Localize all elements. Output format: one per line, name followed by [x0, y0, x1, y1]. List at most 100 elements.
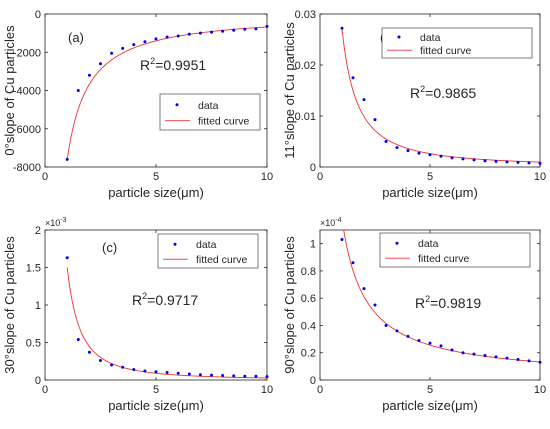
y-exponent-label: ×10-4 — [320, 217, 342, 228]
x-tick-label: 0 — [42, 384, 48, 396]
data-point — [176, 34, 180, 38]
y-tick-label: 1 — [310, 239, 316, 251]
data-point — [99, 359, 102, 362]
legend-data-label: data — [420, 32, 441, 44]
fitted-curve-line — [66, 267, 268, 379]
panel-label: (a) — [68, 30, 84, 45]
data-point — [76, 89, 80, 92]
data-point — [210, 373, 213, 377]
data-point — [538, 161, 542, 165]
data-point — [417, 338, 421, 342]
y-tick-label: 1 — [35, 300, 41, 312]
data-point — [395, 329, 399, 333]
r-squared-symbol: R — [410, 85, 420, 101]
y-axis-label: 11°slope of Cu particles — [282, 22, 297, 159]
legend-data-marker — [173, 242, 177, 246]
data-point — [483, 159, 487, 163]
data-point — [384, 323, 388, 327]
exponent-base: ×10 — [45, 218, 60, 228]
y-axis-label: 30°slope of Cu particles — [2, 236, 17, 374]
data-point — [198, 373, 202, 377]
data-point — [362, 287, 366, 291]
y-axis-label: 0°slope of Cu particles — [2, 25, 17, 156]
data-point — [221, 374, 225, 377]
data-point — [221, 29, 225, 33]
data-point — [439, 344, 443, 348]
data-point — [187, 372, 191, 376]
data-point — [65, 256, 69, 260]
data-point — [254, 374, 258, 378]
y-tick-label: 0.4 — [301, 320, 316, 332]
y-tick-label: 0 — [35, 9, 41, 21]
data-point — [406, 149, 410, 153]
data-point — [265, 375, 269, 379]
data-point — [154, 37, 158, 41]
y-tick-label: -8000 — [13, 162, 41, 174]
exponent-power: -3 — [60, 217, 66, 224]
legend-box — [159, 93, 261, 131]
y-tick-label: 1.5 — [26, 263, 41, 275]
x-tick-label: 10 — [261, 171, 273, 183]
data-point — [198, 31, 202, 35]
legend: data fitted curve — [157, 233, 259, 269]
x-tick-label: 5 — [153, 171, 159, 183]
panel-d: 0 5 10 0 0.2 0.4 0.6 0.8 1 ×10-4 particle size(μm)… — [282, 217, 546, 413]
data-point — [121, 46, 125, 50]
y-tick-label: 0 — [310, 375, 316, 387]
data-point — [121, 365, 125, 369]
data-point — [538, 360, 542, 364]
data-point — [527, 161, 531, 165]
r-squared-label: R2=0.9865 — [410, 84, 476, 101]
r-squared-label: R2=0.9717 — [132, 291, 198, 308]
legend-fit-label: fitted curve — [420, 45, 472, 57]
data-point — [461, 157, 465, 161]
y-tick-label: 0.6 — [301, 293, 316, 305]
data-point — [428, 153, 432, 157]
panel-b: 0 5 10 0 0.01 0.02 0.03 particle size(μm) 11°slo… — [282, 9, 546, 200]
r-squared-symbol: R — [415, 295, 425, 311]
r-squared-label: R2=0.9819 — [415, 294, 481, 311]
y-exponent-label: ×10-3 — [45, 217, 67, 228]
legend-data-marker — [395, 241, 399, 245]
r-squared-value: =0.9951 — [155, 57, 206, 73]
r-squared-value: =0.9717 — [147, 292, 198, 308]
data-point — [384, 140, 388, 143]
y-tick-label: 0.5 — [26, 338, 41, 350]
data-point — [87, 73, 91, 77]
data-point — [505, 160, 509, 164]
data-point — [516, 160, 520, 164]
data-point — [483, 353, 487, 357]
data-point — [99, 62, 102, 66]
y-tick-label: 0.01 — [295, 111, 316, 123]
x-tick-label: 0 — [317, 384, 323, 396]
data-point — [461, 351, 465, 355]
data-point — [243, 27, 247, 31]
y-tick-label: 2 — [35, 225, 41, 237]
legend-data-label: data — [196, 239, 217, 251]
y-tick-label: 0 — [310, 162, 316, 174]
fitted-curve-line — [66, 26, 268, 160]
data-point — [373, 303, 377, 307]
data-point — [132, 43, 136, 47]
legend-data-marker — [397, 35, 401, 39]
y-tick-label: -4000 — [13, 86, 41, 98]
data-point — [87, 350, 91, 354]
data-point — [340, 26, 344, 30]
y-tick-label: 0 — [35, 375, 41, 387]
data-point — [362, 98, 366, 102]
data-point — [243, 374, 247, 378]
x-tick-label: 5 — [427, 384, 433, 396]
legend-box — [381, 27, 533, 59]
exponent-base: ×10 — [320, 218, 335, 228]
r-squared-symbol: R — [132, 292, 142, 308]
x-tick-label: 10 — [534, 384, 546, 396]
legend-data-marker — [175, 103, 179, 107]
data-point — [527, 359, 531, 363]
r-squared-label: R2=0.9951 — [140, 56, 206, 73]
legend-fit-label: fitted curve — [196, 254, 248, 266]
r-squared-exponent: 2 — [425, 294, 430, 304]
x-tick-label: 5 — [427, 171, 433, 183]
